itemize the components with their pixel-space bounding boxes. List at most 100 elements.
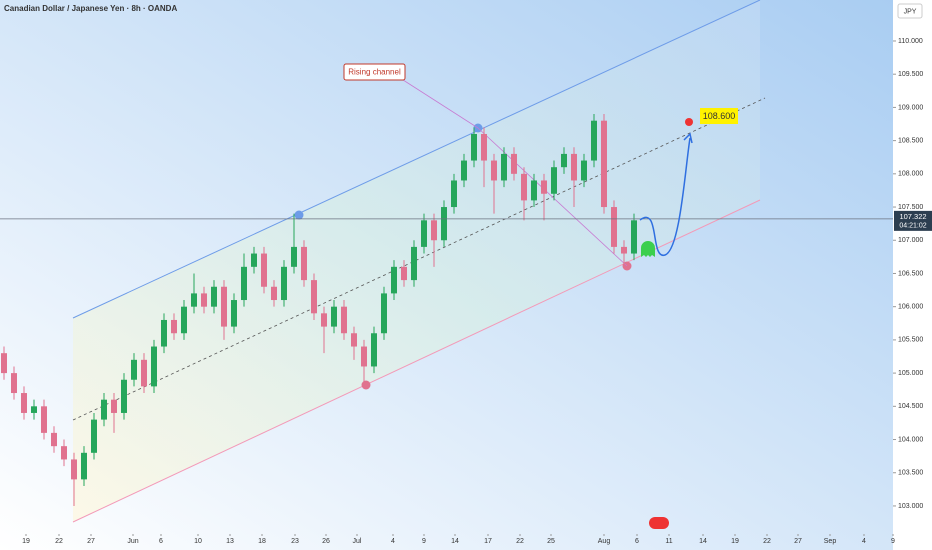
x-tick-label: Jun	[127, 538, 138, 545]
countdown: 04:21:02	[899, 223, 926, 230]
x-tick-label: 18	[258, 538, 266, 545]
channel-upper	[72, 0, 761, 319]
projection	[639, 137, 691, 256]
x-tick-label: 11	[665, 538, 672, 545]
candle-body	[551, 167, 557, 194]
y-tick-label: 109.500	[898, 71, 923, 78]
candle-body	[91, 419, 97, 453]
candle-body	[491, 160, 497, 181]
candle-body	[231, 300, 237, 327]
target-box	[700, 108, 738, 124]
y-tick-label: 107.000	[898, 237, 923, 244]
candle-body	[431, 220, 437, 241]
x-tick-label: 19	[22, 538, 30, 545]
candle-body	[171, 319, 177, 334]
candle-body	[591, 120, 597, 161]
ghost-icon	[641, 241, 655, 257]
candle-body	[191, 293, 197, 307]
currency-box	[897, 3, 923, 19]
x-tick-label: 9	[891, 538, 895, 545]
annotation-leader	[399, 77, 479, 129]
event-icon	[649, 517, 669, 529]
candle-body	[121, 379, 127, 413]
x-tick-label: 27	[87, 538, 95, 545]
x-tick-label: 9	[422, 538, 426, 545]
candle-body	[131, 359, 137, 380]
candle-body	[581, 160, 587, 181]
candle-body	[21, 393, 27, 413]
x-tick-label: Aug	[598, 538, 611, 545]
candle-body	[51, 432, 57, 447]
x-tick-label: 6	[159, 538, 163, 545]
candle-body	[141, 359, 147, 387]
candle-body	[251, 253, 257, 267]
candle-body	[201, 293, 207, 307]
candle-body	[301, 246, 307, 281]
x-tick-label: 14	[699, 538, 707, 545]
candle-body	[281, 266, 287, 301]
candle-body	[311, 280, 317, 314]
annotation: Rising channel	[348, 68, 401, 77]
x-tick-label: 17	[484, 538, 492, 545]
last-price: 107.322	[899, 212, 926, 221]
y-tick-label: 105.500	[898, 337, 923, 344]
candle-body	[441, 207, 447, 241]
candle-body	[11, 373, 17, 394]
x-tick-label: 26	[322, 538, 330, 545]
candle-body	[631, 220, 637, 254]
touch-point	[361, 380, 371, 390]
candle-body	[61, 446, 67, 460]
candle-body	[481, 133, 487, 161]
candle-body	[241, 266, 247, 301]
candle-body	[321, 313, 327, 327]
candle-body	[1, 353, 7, 374]
candle-body	[421, 220, 427, 247]
candle-body	[621, 246, 627, 254]
candle-body	[561, 153, 567, 168]
candle-body	[81, 452, 87, 480]
candle-body	[531, 180, 537, 201]
candles	[1, 114, 637, 506]
candle-body	[331, 306, 337, 327]
candle-body	[161, 319, 167, 347]
y-tick-label: 108.500	[898, 137, 923, 144]
candle-body	[501, 153, 507, 181]
candle-body	[41, 406, 47, 433]
candle-body	[471, 133, 477, 161]
currency: JPY	[904, 8, 917, 15]
candle-body	[451, 180, 457, 208]
axes: 103.000 103.500 104.000 104.500 105.000 105.5…	[22, 38, 923, 545]
y-tick-label: 106.000	[898, 304, 923, 311]
candle-body	[511, 153, 517, 174]
candle-body	[541, 180, 547, 194]
candle-body	[211, 286, 217, 307]
annotation-box	[343, 63, 406, 81]
candle-body	[181, 306, 187, 334]
x-tick-label: 22	[763, 538, 771, 545]
x-tick-label: 19	[731, 538, 739, 545]
swing-line	[477, 127, 628, 267]
price-axis	[893, 0, 932, 550]
candle-body	[351, 333, 357, 347]
y-tick-label: 107.500	[898, 204, 923, 211]
last-price-box	[894, 210, 932, 231]
y-tick-label: 103.500	[898, 470, 923, 477]
x-tick-label: 4	[862, 538, 866, 545]
y-tick-label: 105.000	[898, 370, 923, 377]
candle-body	[221, 286, 227, 327]
x-tick-label: 13	[226, 538, 234, 545]
x-tick-label: 22	[55, 538, 63, 545]
y-tick-label: 108.000	[898, 171, 923, 178]
chart-title: Canadian Dollar / Japanese Yen · 8h · OA…	[4, 4, 177, 13]
x-tick-label: 25	[547, 538, 555, 545]
x-tick-label: 27	[794, 538, 802, 545]
projection-arrow	[683, 132, 693, 144]
x-tick-label: Sep	[824, 538, 837, 545]
candle-body	[31, 406, 37, 413]
candle-body	[151, 346, 157, 387]
candle-body	[101, 399, 107, 420]
x-tick-label: 4	[391, 538, 395, 545]
candle-body	[111, 399, 117, 413]
